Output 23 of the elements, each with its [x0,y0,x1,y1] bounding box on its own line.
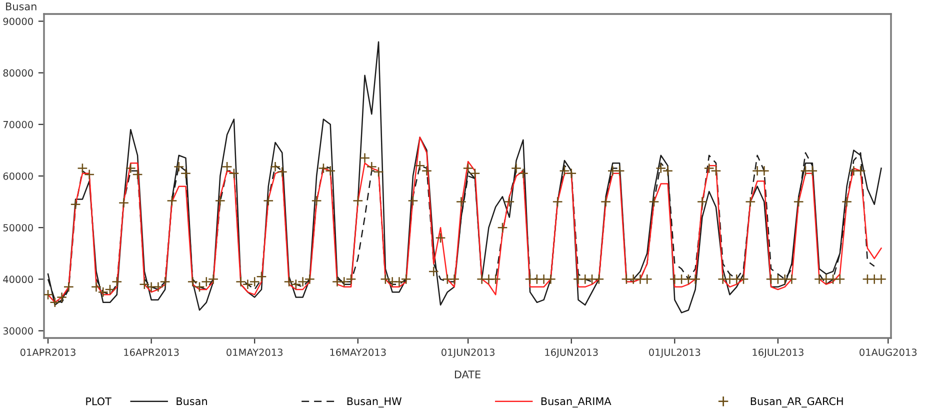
x-tick-label: 01APR2013 [20,348,76,356]
legend-label: Busan_AR_GARCH [750,397,843,408]
x-axis-title: DATE [454,370,480,378]
y-tick-label: 40000 [3,276,33,284]
y-tick-label: 30000 [3,327,33,335]
y-tick-label: 90000 [3,18,33,26]
y-axis-title: Busan [6,2,36,10]
x-tick-label: 16JUN2013 [545,348,598,358]
y-tick-label: 80000 [3,69,33,77]
y-tick-label: 70000 [3,120,33,128]
legend-label: Busan [176,397,207,406]
legend-label: Busan_HW [347,397,402,408]
x-tick-label: 01AUG2013 [860,348,917,356]
x-tick-label: 01JUN2013 [442,348,494,358]
x-tick-label: 01JUL2013 [649,348,700,358]
x-tick-label: 01MAY2013 [226,348,282,356]
x-tick-label: 16JUL2013 [752,348,804,358]
legend-title: PLOT [86,397,112,406]
y-tick-label: 60000 [3,172,33,180]
legend-label: Busan_ARIMA [541,397,612,408]
x-tick-label: 16APR2013 [124,348,179,356]
x-tick-label: 16MAY2013 [330,348,386,356]
y-tick-label: 50000 [3,224,33,232]
